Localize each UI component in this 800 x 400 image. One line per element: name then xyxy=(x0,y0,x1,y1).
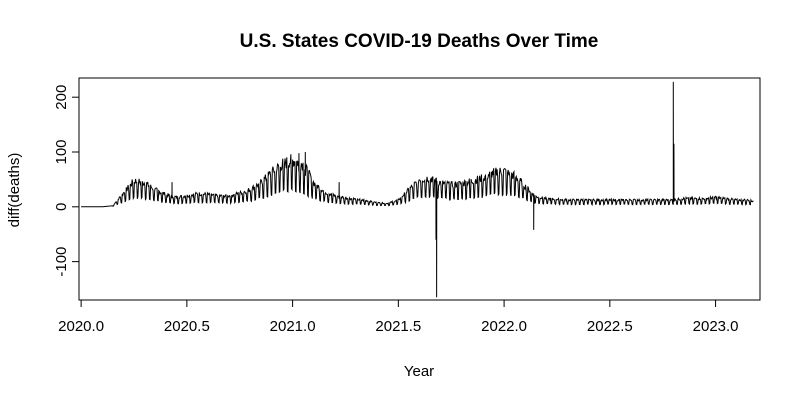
x-tick-label: 2021.0 xyxy=(270,318,316,335)
y-axis: -100 0 100 200 xyxy=(53,85,80,277)
x-axis: 2020.0 2020.5 2021.0 2021.5 2022.0 2022.5 2023… xyxy=(58,299,739,335)
y-tick-label: 0 xyxy=(53,203,70,211)
y-tick-label: -100 xyxy=(53,247,70,277)
x-axis-label: Year xyxy=(404,363,434,380)
y-tick-label: 100 xyxy=(53,139,70,164)
series-line xyxy=(81,81,754,298)
plot-frame xyxy=(78,77,761,301)
x-tick-label: 2022.5 xyxy=(587,318,633,335)
x-tick-label: 2023.0 xyxy=(693,318,739,335)
x-tick-label: 2020.0 xyxy=(58,318,104,335)
x-tick-label: 2021.5 xyxy=(375,318,421,335)
x-tick-label: 2022.0 xyxy=(481,318,527,335)
y-tick-label: 200 xyxy=(53,85,70,110)
x-tick-label: 2020.5 xyxy=(164,318,210,335)
y-axis-label: diff(deaths) xyxy=(6,153,23,228)
chart-title: U.S. States COVID-19 Deaths Over Time xyxy=(240,31,599,52)
